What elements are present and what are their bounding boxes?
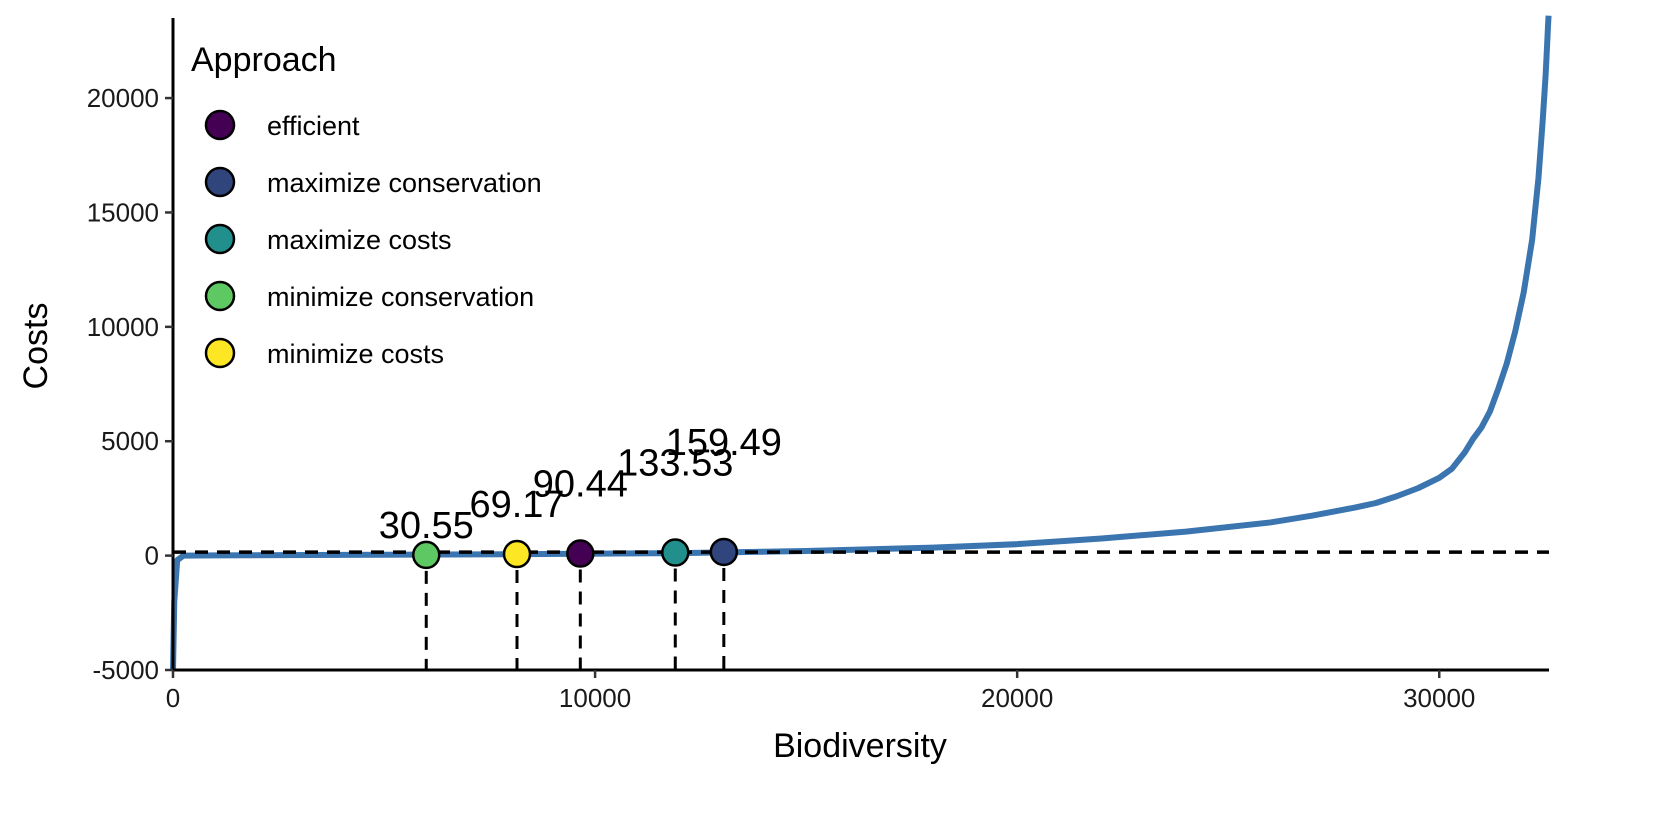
approach-point [566, 539, 595, 568]
legend-entry-label: minimize costs [267, 339, 444, 369]
x-tick-label: 0 [166, 683, 180, 713]
x-ticks: 0 10000 20000 30000 [166, 670, 1475, 713]
point-value-label: 133.53 [617, 443, 733, 485]
legend-key [204, 337, 236, 369]
points-layer [412, 537, 739, 570]
y-axis-title: Costs [17, 303, 55, 390]
axes: 0 10000 20000 30000 -5000050001000015000200… [17, 18, 1549, 765]
point-value-label: 30.55 [379, 505, 474, 547]
legend-key [204, 223, 236, 255]
approach-point [412, 540, 441, 570]
legend: Approach efficient maximize conservation m… [191, 41, 542, 369]
x-tick-label: 10000 [559, 683, 631, 713]
y-tick-label: -5000 [93, 655, 160, 685]
y-tick-label: 10000 [87, 312, 159, 342]
approach-point [661, 538, 690, 567]
legend-entry-label: efficient [267, 111, 360, 141]
point-value-label: 159.49 [666, 422, 782, 464]
approach-point [709, 537, 739, 567]
y-tick-label: 15000 [87, 197, 159, 227]
y-ticks: -5000 0 5000 10000 15000 20000 [87, 83, 173, 685]
approach-point [502, 539, 532, 569]
legend-title: Approach [191, 41, 337, 79]
point-value-label: 90.44 [533, 464, 628, 506]
legend-entry-label: minimize conservation [267, 282, 534, 312]
y-tick-label: 20000 [87, 83, 159, 113]
legend-key [204, 280, 236, 312]
y-tick-label: 0 [145, 541, 159, 571]
legend-entry-label: maximize costs [267, 225, 452, 255]
point-value-label: 69.17 [469, 484, 564, 526]
cost-curve-line [170, 15, 1552, 671]
legend-key [204, 109, 236, 141]
x-tick-label: 30000 [1403, 683, 1475, 713]
x-axis-title: Biodiversity [773, 727, 947, 765]
reference-lines [173, 550, 1549, 670]
y-tick-label: 5000 [101, 426, 159, 456]
legend-entry-label: maximize conservation [267, 168, 542, 198]
legend-entries: efficient maximize conservation maximize c… [204, 109, 542, 369]
x-tick-label: 20000 [981, 683, 1053, 713]
legend-key [204, 166, 236, 198]
